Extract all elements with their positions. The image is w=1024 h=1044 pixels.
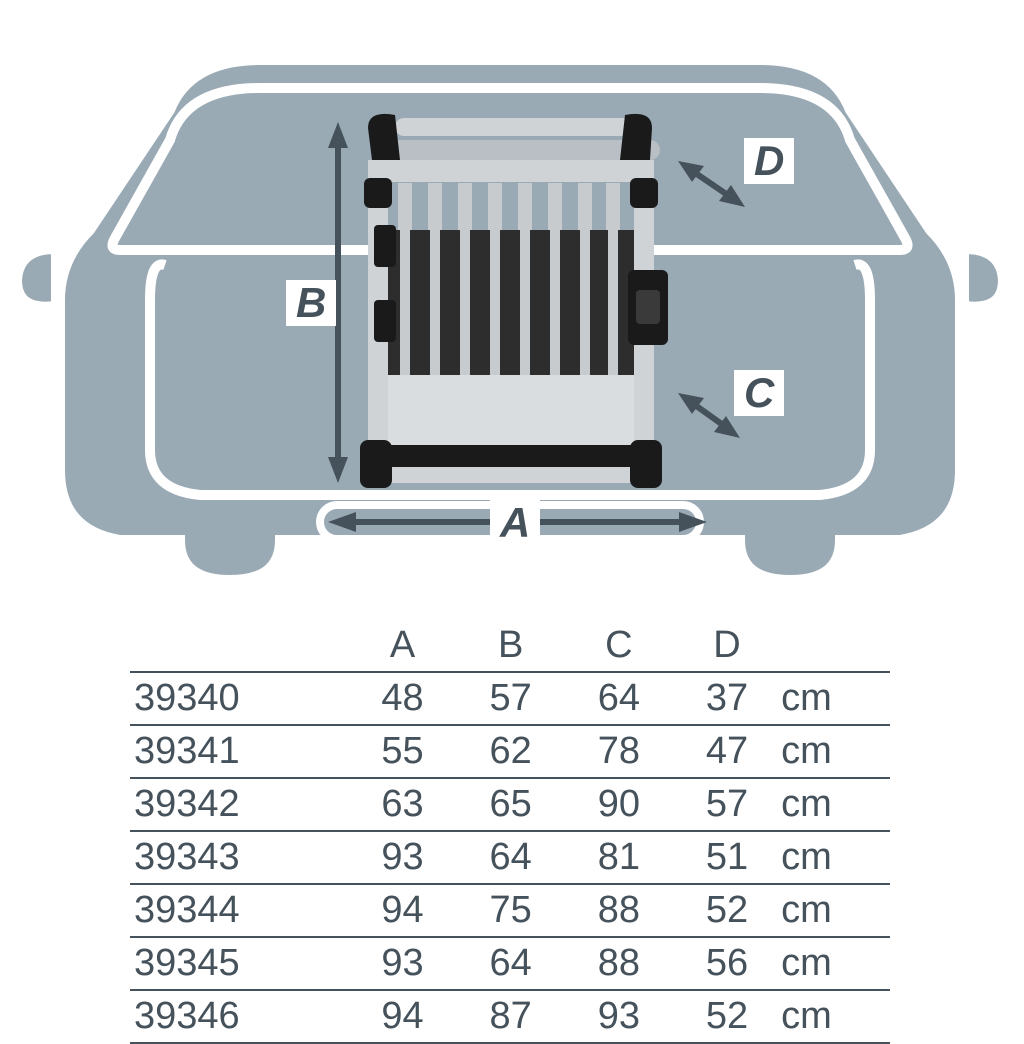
cell-A: 55 [348,725,456,778]
cell-C: 78 [565,725,673,778]
cell-model: 39346 [130,990,348,1043]
table-row: 3934494758852cm [130,884,890,937]
table-row: 3934155627847cm [130,725,890,778]
cell-model: 39340 [130,672,348,725]
cell-B: 65 [457,778,565,831]
cell-model: 39345 [130,937,348,990]
transport-crate [360,114,668,488]
cell-B: 64 [457,937,565,990]
cell-unit: cm [781,778,890,831]
dim-label-c: C [734,370,784,416]
dim-label-d: D [744,138,794,184]
cell-A: 94 [348,884,456,937]
cell-D: 47 [673,725,781,778]
diagram: B A C D [0,0,1024,600]
dim-label-a: A [490,500,540,546]
table-row: 3934048576437cm [130,672,890,725]
cell-C: 88 [565,937,673,990]
cell-B: 64 [457,831,565,884]
cell-C: 64 [565,672,673,725]
cell-D: 57 [673,778,781,831]
col-D: D [673,620,781,672]
table-row: 3934263659057cm [130,778,890,831]
cell-C: 81 [565,831,673,884]
cell-model: 39343 [130,831,348,884]
cell-model: 39341 [130,725,348,778]
cell-A: 63 [348,778,456,831]
cell-unit: cm [781,831,890,884]
cell-A: 48 [348,672,456,725]
cell-B: 87 [457,990,565,1043]
cell-C: 90 [565,778,673,831]
cell-B: 75 [457,884,565,937]
cell-A: 94 [348,990,456,1043]
table-row: 3934393648151cm [130,831,890,884]
cell-unit: cm [781,937,890,990]
cell-unit: cm [781,884,890,937]
table-row: 3934593648856cm [130,937,890,990]
col-C: C [565,620,673,672]
cell-D: 52 [673,990,781,1043]
cell-D: 37 [673,672,781,725]
cell-D: 52 [673,884,781,937]
cell-C: 93 [565,990,673,1043]
cell-unit: cm [781,990,890,1043]
size-table: A B C D 3934048576437cm3934155627847cm39… [130,620,890,1044]
cell-B: 62 [457,725,565,778]
cell-A: 93 [348,831,456,884]
col-B: B [457,620,565,672]
size-table-container: A B C D 3934048576437cm3934155627847cm39… [130,620,890,1044]
cell-A: 93 [348,937,456,990]
dim-label-b: B [286,280,336,326]
cell-unit: cm [781,725,890,778]
cell-D: 56 [673,937,781,990]
cell-unit: cm [781,672,890,725]
table-row: 3934694879352cm [130,990,890,1043]
cell-D: 51 [673,831,781,884]
cell-model: 39342 [130,778,348,831]
table-header-row: A B C D [130,620,890,672]
cell-B: 57 [457,672,565,725]
cell-C: 88 [565,884,673,937]
cell-model: 39344 [130,884,348,937]
col-A: A [348,620,456,672]
